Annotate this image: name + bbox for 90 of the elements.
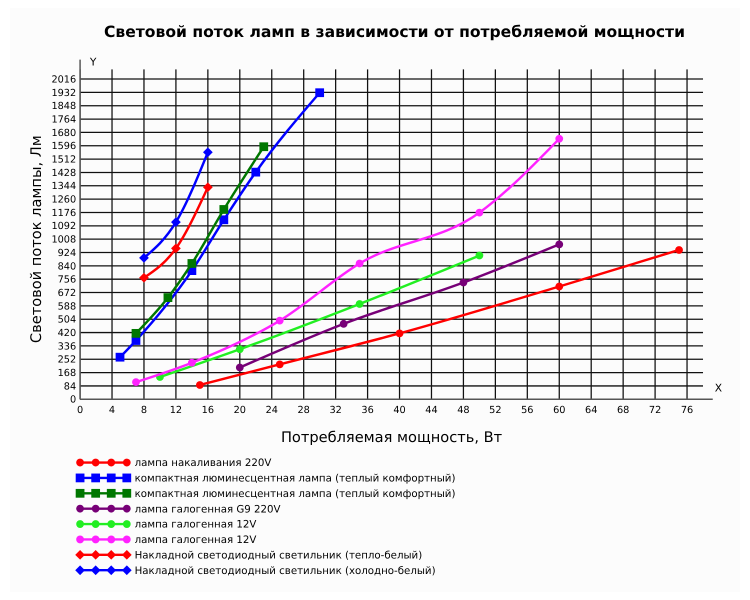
x-tick-label: 32: [329, 404, 342, 416]
point: [460, 278, 468, 286]
point: [132, 328, 140, 338]
legend-label: лампа галогенная 12V: [134, 520, 256, 531]
point: [116, 352, 124, 362]
x-tick-label: 44: [425, 404, 438, 416]
legend-label: компактная люминесцентная лампа (теплый комфортный): [134, 474, 456, 484]
y-axis-title: Световой поток лампы, Лм: [28, 135, 46, 344]
point: [356, 260, 364, 268]
point: [236, 364, 244, 372]
y-tick-label: 924: [58, 248, 76, 259]
y-tick-label: 1596: [51, 141, 76, 152]
y-tick-label: 420: [58, 328, 76, 339]
point: [259, 142, 268, 152]
y-tick-label: 1176: [51, 208, 76, 219]
y-tick-label: 1512: [51, 154, 76, 166]
x-tick-label: 4: [108, 404, 116, 416]
point: [188, 259, 196, 268]
point: [555, 240, 564, 248]
y-tick-label: 84: [64, 381, 76, 392]
y-tick-label: 504: [58, 314, 76, 326]
y-tick-label: 168: [58, 368, 76, 379]
point: [188, 358, 196, 367]
y-tick-label: 1344: [51, 181, 76, 192]
point: [675, 246, 683, 254]
x-tick-label: 72: [648, 404, 662, 416]
point: [315, 88, 324, 98]
point: [276, 360, 284, 368]
chart-title: Световой поток ламп в зависимости от потребляемой мощности: [104, 23, 685, 42]
point: [219, 205, 228, 214]
x-tick-label: 56: [521, 404, 534, 416]
x-tick-label: 40: [393, 404, 406, 416]
y-tick-label: 252: [58, 354, 76, 366]
x-tick-label: 76: [680, 404, 694, 416]
x-tick-label: 8: [140, 404, 148, 416]
x-tick-label: 28: [298, 404, 310, 416]
point: [171, 244, 181, 254]
y-tick-label: 1848: [51, 101, 76, 112]
y-tick-label: 336: [58, 341, 76, 352]
legend-label: Накладной светодиодный светильник (тепло-белый): [134, 550, 422, 562]
y-tick-label: 1008: [51, 234, 76, 246]
y-tick-label: 1428: [51, 168, 76, 179]
x-tick-label: 60: [553, 404, 566, 416]
x-tick-label: 16: [202, 404, 214, 416]
point: [171, 217, 181, 228]
point: [356, 300, 364, 308]
x-tick-label: 36: [361, 404, 374, 416]
point: [139, 272, 149, 283]
x-tick-label: 64: [585, 404, 598, 416]
point: [236, 345, 244, 354]
y-tick-label: 1092: [51, 221, 76, 232]
y-tick-label: 840: [58, 261, 76, 272]
point: [196, 381, 204, 389]
point: [164, 293, 172, 302]
legend-label: лампа галогенная G9 220V: [134, 504, 281, 516]
legend-label: лампа накаливания 220V: [134, 458, 272, 470]
point: [555, 134, 564, 143]
point: [202, 182, 213, 192]
point: [476, 208, 484, 217]
text: X: [714, 381, 722, 394]
y-tick-label: 1260: [51, 194, 76, 206]
y-tick-label: 0: [70, 394, 76, 406]
text: Y: [88, 55, 97, 68]
point: [396, 329, 404, 338]
y-tick-label: 1680: [51, 128, 76, 139]
point: [555, 282, 564, 290]
y-tick-label: 756: [58, 274, 76, 286]
legend-label: лампа галогенная 12V: [134, 535, 256, 546]
x-tick-label: 12: [170, 404, 182, 416]
y-tick-label: 2016: [51, 74, 76, 86]
point: [132, 378, 140, 386]
x-tick-label: 20: [234, 404, 246, 416]
point: [139, 253, 149, 263]
x-tick-label: 24: [266, 404, 278, 416]
y-tick-label: 1764: [51, 114, 76, 126]
y-tick-label: 588: [58, 301, 76, 312]
x-tick-label: 68: [616, 404, 630, 416]
x-tick-label: 48: [457, 404, 470, 416]
legend-label: Накладной светодиодный светильник (холодно-белый): [134, 566, 436, 577]
point: [202, 147, 213, 158]
y-tick-label: 672: [58, 288, 76, 299]
y-tick-label: 1932: [51, 88, 76, 99]
point: [276, 316, 284, 325]
point: [476, 252, 484, 260]
point: [251, 168, 260, 177]
x-tick-label: 0: [76, 404, 84, 416]
x-tick-label: 52: [489, 404, 502, 416]
point: [340, 320, 348, 328]
legend-label: компактная люминесцентная лампа (теплый комфортный): [134, 488, 456, 500]
x-axis-title: Потребляемая мощность, Вт: [280, 429, 503, 446]
